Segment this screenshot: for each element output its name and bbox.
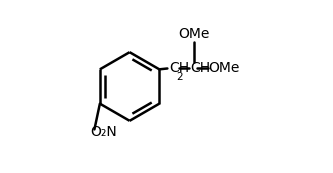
Text: CH: CH	[190, 61, 211, 75]
Text: 2: 2	[176, 72, 182, 82]
Text: OMe: OMe	[208, 61, 240, 75]
Text: OMe: OMe	[178, 27, 209, 41]
Text: O₂N: O₂N	[90, 125, 117, 139]
Text: CH: CH	[169, 61, 189, 75]
